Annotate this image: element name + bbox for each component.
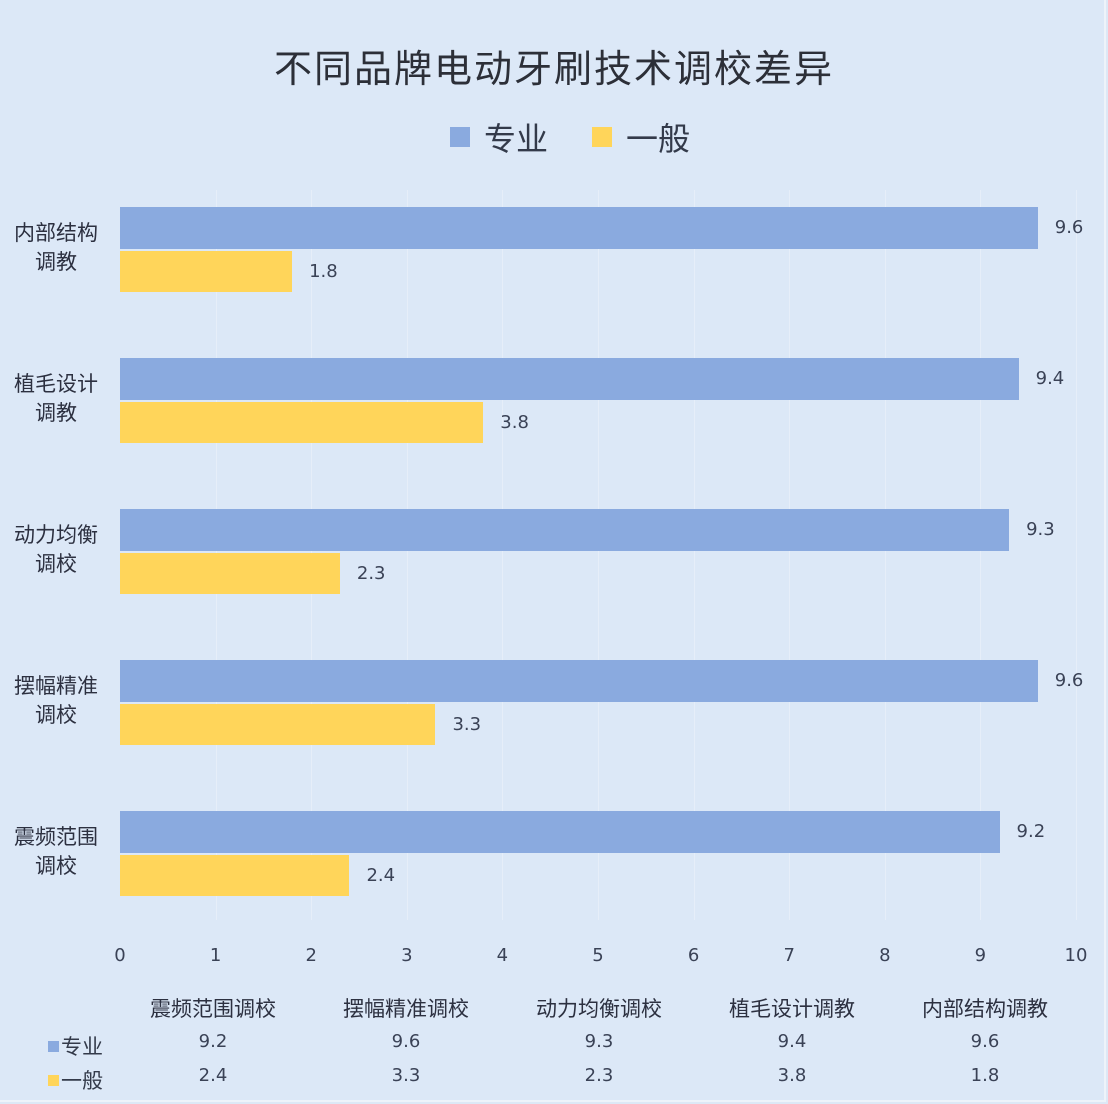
bar-general[interactable] [120,855,350,896]
x-tick-label: 7 [783,945,795,966]
table-cell: 9.3 [584,1031,614,1052]
data-label: 9.3 [1026,519,1055,540]
table-cell: 9.2 [198,1031,228,1052]
bar-general[interactable] [120,251,293,292]
table-column-header: 震频范围调校 [150,997,276,1021]
table-cell: 2.4 [198,1065,228,1086]
table-row-key: 专业 [48,1031,103,1061]
x-tick-label: 4 [496,945,509,966]
data-label: 1.8 [309,261,338,282]
bar-pro[interactable] [120,660,1038,702]
bar-group: 9.4 3.8 [120,358,1076,444]
legend: 专业 一般 [0,114,1108,160]
table-column-header: 内部结构调教 [922,997,1048,1021]
table-cell: 9.6 [391,1031,421,1052]
x-tick-label: 5 [592,945,604,966]
x-tick-label: 0 [114,945,126,966]
gridline [502,190,504,920]
gridline [1076,190,1077,920]
category-label: 动力均衡 调校 [14,523,98,576]
legend-label-general: 一般 [626,120,691,158]
bar-pro[interactable] [120,811,1000,853]
bar-general[interactable] [120,402,484,443]
gridline [693,190,695,920]
gridline [980,190,982,920]
table-cell: 3.8 [777,1065,807,1086]
gridline [598,190,599,920]
series-swatch-icon [48,1040,59,1052]
bar-group: 9.6 3.3 [120,660,1083,746]
table-row-key: 一般 [48,1065,103,1095]
bar-general[interactable] [120,553,340,594]
plot-area: 9.6 1.8 9.4 3.8 9.3 2.3 9.6 3.3 9.2 2.4 [120,190,1083,920]
data-label: 3.3 [452,714,482,735]
x-tick-label: 10 [1064,945,1088,966]
legend-item-general[interactable]: 一般 [592,114,690,160]
table-row: 专业 9.2 9.6 9.3 9.4 9.6 [0,1031,1108,1065]
legend-label-pro: 专业 [483,120,548,158]
table-cell: 1.8 [970,1065,1000,1086]
data-label: 3.8 [500,412,529,433]
data-label: 2.4 [366,865,396,886]
series-swatch-icon [48,1074,59,1086]
bar-group: 9.6 1.8 [120,207,1083,293]
legend-swatch-general-icon [592,127,612,147]
table-column-header: 摆幅精准调校 [343,997,469,1021]
x-tick-label: 6 [687,945,700,966]
table-cell: 2.3 [584,1065,614,1086]
table-row: 一般 2.4 3.3 2.3 3.8 1.8 [0,1065,1108,1099]
table-column-header: 动力均衡调校 [536,997,662,1021]
x-tick-label: 8 [879,945,891,966]
legend-swatch-pro-icon [449,127,470,147]
category-label: 震频范围 调校 [14,825,98,878]
bar-pro[interactable] [120,207,1038,249]
table-header-row: 震频范围调校 摆幅精准调校 动力均衡调校 植毛设计调教 内部结构调教 [0,993,1108,1027]
bar-group: 9.2 2.4 [120,811,1076,897]
gridline [406,190,408,920]
data-label: 2.3 [356,563,386,584]
data-label: 9.2 [1016,821,1046,842]
table-column-header: 植毛设计调教 [729,997,855,1021]
category-label: 摆幅精准 调校 [14,674,98,727]
x-tick-label: 9 [974,945,987,966]
table-cell: 9.6 [970,1031,1000,1052]
gridline [789,190,791,920]
x-tick-label: 1 [209,945,222,966]
x-tick-label: 3 [401,945,413,966]
chart-title: 不同品牌电动牙刷技术调校差异 [273,47,834,91]
bar-pro[interactable] [120,509,1010,551]
x-tick-label: 2 [305,945,317,966]
legend-item-pro[interactable]: 专业 [449,114,548,160]
data-label: 9.6 [1054,670,1084,691]
table-cell: 9.4 [777,1031,807,1052]
bar-group: 9.3 2.3 [120,509,1076,595]
category-label: 内部结构 调教 [14,221,98,274]
data-label: 9.4 [1035,368,1065,389]
data-label: 9.6 [1054,217,1084,238]
gridline [884,190,886,920]
category-label: 植毛设计 调教 [14,372,98,425]
bar-pro[interactable] [120,358,1019,400]
table-cell: 3.3 [391,1065,421,1086]
bar-general[interactable] [120,704,436,745]
